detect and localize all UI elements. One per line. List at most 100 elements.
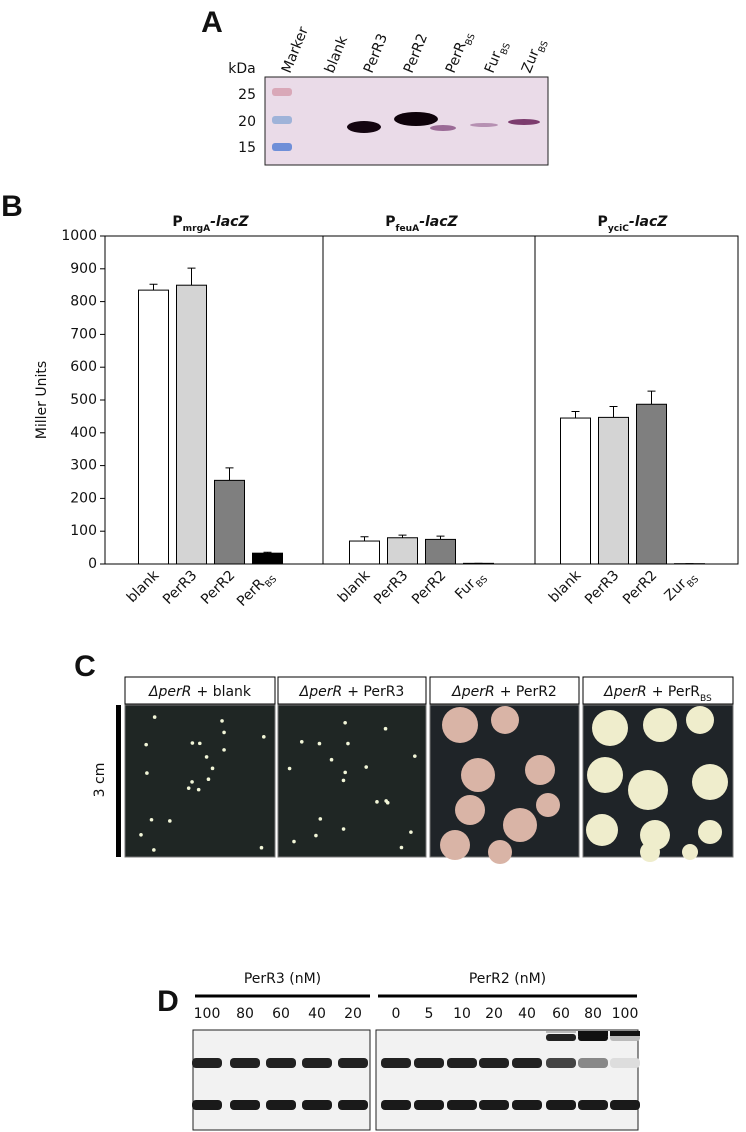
marker-label: 15 <box>238 140 256 156</box>
lane-label: PerR3 <box>361 32 391 76</box>
plate-label-part: + PerR3 <box>347 684 404 700</box>
panel-label: B <box>1 190 23 223</box>
free-probe-band <box>414 1100 444 1110</box>
colony <box>318 817 323 821</box>
colony <box>384 799 388 803</box>
error-bar <box>149 283 158 291</box>
colony <box>455 795 485 825</box>
panel-title-part: P <box>172 214 182 230</box>
colony <box>329 757 334 762</box>
colony <box>682 844 698 860</box>
group-title: PerR3 (nM) <box>244 971 321 987</box>
panel-label: C <box>74 650 96 683</box>
y-tick-label: 700 <box>70 326 97 342</box>
probe-band <box>512 1058 542 1068</box>
colony <box>692 764 728 800</box>
plate-label-part: ΔperR <box>148 684 192 700</box>
probe-band <box>266 1058 296 1068</box>
panel-title: PyciC-lacZ <box>598 214 669 234</box>
colony <box>190 741 195 745</box>
lane-label: 100 <box>612 1006 639 1022</box>
y-tick-label: 300 <box>70 458 97 474</box>
bar <box>560 417 591 565</box>
colony <box>413 754 417 758</box>
colony <box>196 787 201 792</box>
x-tick-label: FurBS <box>452 567 490 605</box>
lane-label: PerR2 <box>401 32 431 76</box>
colony <box>343 770 348 775</box>
x-tick-label-part: blank <box>335 567 374 606</box>
colony <box>643 708 677 742</box>
x-tick-label: blank <box>124 567 163 606</box>
probe-band <box>546 1058 576 1068</box>
colony <box>186 786 191 790</box>
error-bar <box>398 534 407 538</box>
free-probe-band <box>512 1100 542 1110</box>
lane-label-part: BS <box>537 40 551 55</box>
x-tick-label: PerRBS <box>234 567 279 612</box>
colony <box>317 741 322 746</box>
colony <box>409 830 413 834</box>
colony <box>287 766 292 771</box>
blot-bands <box>347 112 540 133</box>
bar <box>387 537 418 565</box>
x-tick-label-part: Fur <box>452 576 479 603</box>
error-bar <box>609 406 618 418</box>
probe-band <box>302 1058 332 1068</box>
x-tick-label: ZurBS <box>661 567 701 607</box>
free-probe-band <box>479 1100 509 1110</box>
colony <box>210 766 215 771</box>
lane-label-part: PerR3 <box>361 32 391 76</box>
panel-title-part: P <box>385 214 395 230</box>
x-tick-label: PerR2 <box>409 568 449 608</box>
panel-title-part: feuA <box>396 224 420 234</box>
colony <box>586 814 618 846</box>
free-probe-band <box>610 1100 640 1110</box>
bar <box>425 538 456 565</box>
emsa-gel <box>192 1029 371 1131</box>
free-probe-band <box>381 1100 411 1110</box>
panel-title-part: -lacZ <box>210 214 249 230</box>
well-band <box>546 1031 576 1033</box>
x-tick-label-part: Zur <box>661 576 690 605</box>
colony <box>375 800 379 804</box>
lane-label-part: blank <box>322 33 352 75</box>
plate-label-part: ΔperR <box>299 684 343 700</box>
y-tick-label: 900 <box>70 261 97 277</box>
lane-label: 20 <box>344 1006 362 1022</box>
probe-band <box>447 1058 477 1068</box>
marker-label: 25 <box>238 87 256 103</box>
colony <box>299 739 304 744</box>
lane-label-part: PerR2 <box>401 32 431 76</box>
plate-label-part: + PerR2 <box>500 684 557 700</box>
x-tick-label: PerR3 <box>160 568 200 608</box>
colony <box>314 833 318 838</box>
lane-label: PerRBS <box>443 29 478 77</box>
probe-band <box>414 1058 444 1068</box>
error-bar <box>571 410 580 419</box>
colony <box>144 742 148 747</box>
lane-label: 100 <box>194 1006 221 1022</box>
plate-header <box>124 676 276 705</box>
colony <box>503 808 537 842</box>
colony <box>686 706 714 734</box>
plate-label: ΔperR + PerRBS <box>603 684 712 704</box>
scale-bar <box>116 705 121 857</box>
probe-band <box>230 1058 260 1068</box>
x-tick-label: blank <box>546 567 585 606</box>
colony <box>168 819 172 823</box>
well-band <box>578 1031 608 1036</box>
colony <box>206 777 211 781</box>
colony <box>149 817 154 822</box>
panel-label: D <box>157 985 179 1018</box>
lane-label: 60 <box>272 1006 290 1022</box>
lane-label: Marker <box>279 24 312 75</box>
lane-label: 60 <box>552 1006 570 1022</box>
colony <box>640 842 660 862</box>
colony <box>440 830 470 860</box>
bar <box>349 540 380 565</box>
y-tick-label: 500 <box>70 392 97 408</box>
lane-label: 0 <box>392 1006 401 1022</box>
lane-label-part: BS <box>499 42 513 57</box>
probe-band <box>192 1058 222 1068</box>
